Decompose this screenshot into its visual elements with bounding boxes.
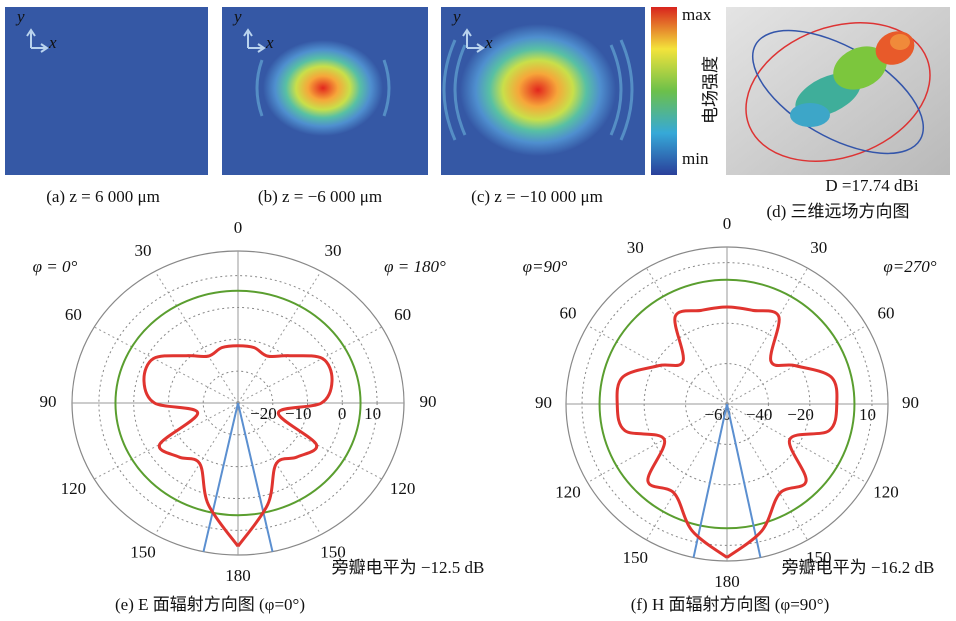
theta-tick-label: 180 <box>714 572 740 591</box>
side-label: φ = 0° <box>33 257 78 276</box>
side-label: φ=90° <box>523 257 568 276</box>
theta-tick-label: 60 <box>560 303 577 322</box>
caption: (d) 三维远场方向图 <box>766 202 909 221</box>
theta-tick-label: 60 <box>877 303 894 322</box>
theta-tick-label: 120 <box>61 479 87 498</box>
beam-edge <box>694 404 727 558</box>
theta-tick-label: 150 <box>130 543 156 562</box>
theta-tick-label: 120 <box>555 482 581 501</box>
r-tick-label: −20 <box>250 404 277 423</box>
theta-tick-label: 60 <box>394 305 411 324</box>
theta-tick-label: 0 <box>234 218 243 237</box>
annotation: 旁瓣电平为 −12.5 dB <box>332 558 485 577</box>
theta-tick-label: 120 <box>873 482 899 501</box>
field-map <box>222 7 428 175</box>
theta-tick-label: 90 <box>39 392 56 411</box>
r-tick-label: 0 <box>338 404 347 423</box>
far-field-3d <box>726 0 950 186</box>
caption: (c) z = −10 000 μm <box>471 187 603 206</box>
axis-label: y <box>232 7 242 26</box>
panel-label: D =17.74 dBi <box>825 176 918 195</box>
side-label: φ=270° <box>883 257 936 276</box>
theta-tick-label: 60 <box>65 305 82 324</box>
axis-label: x <box>484 33 493 52</box>
figure: y x (a) z = 6 000 μm y x (b) z = −6 000 μm y x (… <box>0 0 956 621</box>
r-tick-label: −20 <box>787 405 814 424</box>
axis-label: x <box>265 33 274 52</box>
colorbar-label: min <box>682 149 709 168</box>
colorbar-title: 电场强度 <box>701 56 720 124</box>
colorbar-label: max <box>682 5 712 24</box>
side-label: φ = 180° <box>384 257 446 276</box>
theta-tick-label: 0 <box>723 214 732 233</box>
spoke <box>727 268 808 404</box>
theta-tick-label: 30 <box>627 238 644 257</box>
r-tick-label: −40 <box>746 405 773 424</box>
annotation: 旁瓣电平为 −16.2 dB <box>782 558 935 577</box>
theta-tick-label: 30 <box>810 238 827 257</box>
field-map <box>5 7 208 175</box>
theta-tick-label: 90 <box>902 393 919 412</box>
axis-label: x <box>48 33 57 52</box>
theta-tick-label: 150 <box>622 548 648 567</box>
r-tick-label: 10 <box>364 404 381 423</box>
caption: (f) H 面辐射方向图 (φ=90°) <box>631 595 830 614</box>
axis-label: y <box>15 7 25 26</box>
theta-tick-label: 90 <box>420 392 437 411</box>
caption: (e) E 面辐射方向图 (φ=0°) <box>115 595 305 614</box>
theta-tick-label: 30 <box>134 241 151 260</box>
theta-tick-label: 180 <box>225 566 251 585</box>
r-tick-label: 10 <box>859 405 876 424</box>
theta-tick-label: 120 <box>390 479 416 498</box>
theta-tick-label: 90 <box>535 393 552 412</box>
caption: (a) z = 6 000 μm <box>46 187 160 206</box>
colorbar <box>651 7 677 175</box>
spoke <box>647 268 728 404</box>
field-map <box>441 7 645 175</box>
theta-tick-label: 30 <box>325 241 342 260</box>
axis-label: y <box>451 7 461 26</box>
caption: (b) z = −6 000 μm <box>258 187 382 206</box>
beam-edge <box>727 404 760 558</box>
